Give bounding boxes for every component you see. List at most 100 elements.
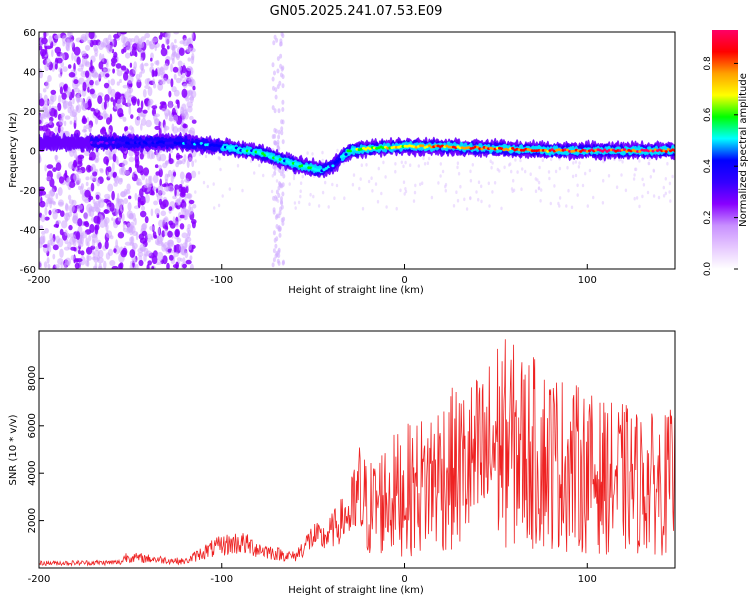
spectrogram-noise-cell <box>40 48 46 57</box>
spectrogram-noise-cell <box>292 173 296 177</box>
spectrogram-noise-cell <box>371 189 374 193</box>
spectrogram-noise-cell <box>394 162 397 166</box>
spectrogram-noise-cell <box>380 191 383 196</box>
spectrogram-noise-cell <box>159 101 167 106</box>
snr-frame <box>38 330 676 569</box>
spectrogram-noise-cell <box>197 171 201 175</box>
spectrogram-noise-cell <box>141 222 148 230</box>
spectrogram-noise-cell <box>336 148 339 153</box>
spectrogram-noise-cell <box>55 192 59 200</box>
spectrogram-noise-cell <box>154 45 157 52</box>
spectrogram-noise-cell <box>171 57 175 65</box>
spectrogram-noise-cell <box>81 50 87 57</box>
spectrogram-noise-cell <box>62 100 67 110</box>
spectrogram-noise-cell <box>97 115 104 121</box>
spectrogram-noise-cell <box>59 86 64 95</box>
spectrogram-noise-cell <box>151 255 158 265</box>
spectrogram-noise-cell <box>80 183 84 190</box>
spectrogram-noise-cell <box>103 260 107 269</box>
spectrogram-noise-cell <box>61 92 67 100</box>
spectrogram-ridge-peak <box>287 161 291 164</box>
spectrogram-noise-cell <box>311 152 314 156</box>
spectrogram-noise-cell <box>86 117 90 123</box>
spectrogram-noise-cell <box>85 70 90 78</box>
spectrogram-noise-cell <box>119 78 122 84</box>
spectrogram-noise-cell <box>635 196 639 200</box>
spectrogram-noise-cell <box>148 150 154 160</box>
spectrogram-noise-cell <box>179 111 184 116</box>
spectrogram-noise-cell <box>49 178 55 188</box>
spectrogram-ridge-peak <box>164 141 168 145</box>
spectrogram-noise-cell <box>524 169 527 174</box>
spectrogram-noise-cell <box>167 230 173 238</box>
spectrogram-noise-cell <box>157 185 164 194</box>
spectrogram-noise-cell <box>510 169 513 174</box>
spectrogram-noise-cell <box>158 168 163 178</box>
spectrogram-noise-cell <box>457 171 461 176</box>
spectrogram-ridge-peak <box>256 150 260 154</box>
spectrogram-noise-cell <box>90 163 96 173</box>
spectrogram-noise-cell <box>276 56 280 62</box>
spectrogram-noise-cell <box>112 153 117 163</box>
spectrogram-noise-cell <box>409 163 412 167</box>
spectrogram-noise-cell <box>113 51 118 59</box>
spectrogram-ridge-peak <box>559 148 563 152</box>
spectrogram-noise-cell <box>141 230 147 237</box>
spectrogram-noise-cell <box>153 118 160 125</box>
spectrogram-noise-cell <box>166 45 170 50</box>
spectrogram-noise-cell <box>136 78 142 83</box>
snr-y-label: SNR (10 * v/v) <box>8 414 19 485</box>
spectrogram-noise-cell <box>110 57 118 64</box>
spectrogram-noise-cell <box>182 123 188 129</box>
spectrogram-noise-cell <box>571 174 575 179</box>
spectrogram-y-tick-label: -40 <box>20 226 36 237</box>
spectrogram-noise-cell <box>130 114 134 119</box>
spectrogram-noise-cell <box>57 125 61 134</box>
spectrogram-noise-cell <box>96 216 101 225</box>
spectrogram-noise-cell <box>206 184 209 189</box>
spectrogram-ridge-peak <box>114 141 118 145</box>
spectrogram-noise-cell <box>179 223 185 230</box>
spectrogram-noise-cell <box>142 109 148 114</box>
spectrogram-noise-cell <box>129 249 136 258</box>
spectrogram-noise-cell <box>54 63 58 70</box>
spectrogram-ridge-peak <box>122 141 127 145</box>
spectrogram-noise-cell <box>57 199 65 207</box>
spectrogram-noise-cell <box>68 180 76 189</box>
spectrogram-noise-cell <box>570 205 574 210</box>
spectrogram-noise-cell <box>280 119 284 125</box>
spectrogram-noise-cell <box>273 237 277 243</box>
spectrogram-noise-cell <box>277 253 281 259</box>
spectrogram-noise-cell <box>488 204 491 208</box>
spectrogram-noise-cell <box>166 186 170 192</box>
colorbar-label: Normalized spectral amplitude <box>738 73 749 227</box>
spectrogram-noise-cell <box>43 261 48 269</box>
spectrogram-noise-cell <box>173 32 180 35</box>
spectrogram-noise-cell <box>163 125 170 131</box>
spectrogram-noise-cell <box>417 164 420 168</box>
colorbar-tick-label: 0.8 <box>703 56 713 71</box>
spectrogram-noise-cell <box>385 205 388 209</box>
spectrogram-noise-cell <box>39 98 45 107</box>
spectrogram-noise-cell <box>150 208 154 217</box>
spectrogram-noise-cell <box>463 197 466 202</box>
spectrogram-noise-cell <box>67 32 72 37</box>
spectrogram-noise-cell <box>601 201 605 205</box>
spectrogram-noise-cell <box>157 82 164 91</box>
spectrogram-y-tick-label: 0 <box>30 147 36 158</box>
spectrogram-noise-cell <box>168 220 174 226</box>
spectrogram-noise-cell <box>632 177 636 181</box>
spectrogram-noise-cell <box>274 128 278 134</box>
spectrogram-noise-cell <box>167 110 171 116</box>
spectrogram-noise-cell <box>602 178 605 183</box>
spectrogram-noise-cell <box>281 83 285 89</box>
spectrogram-noise-cell <box>175 229 180 238</box>
spectrogram-noise-cell <box>280 126 284 132</box>
spectrogram-noise-cell <box>115 63 122 69</box>
spectrogram-noise-cell <box>126 98 130 106</box>
spectrogram-noise-cell <box>112 68 115 74</box>
spectrogram-noise-cell <box>175 99 179 105</box>
spectrogram-noise-cell <box>56 174 60 180</box>
spectrogram-noise-cell <box>89 209 95 218</box>
